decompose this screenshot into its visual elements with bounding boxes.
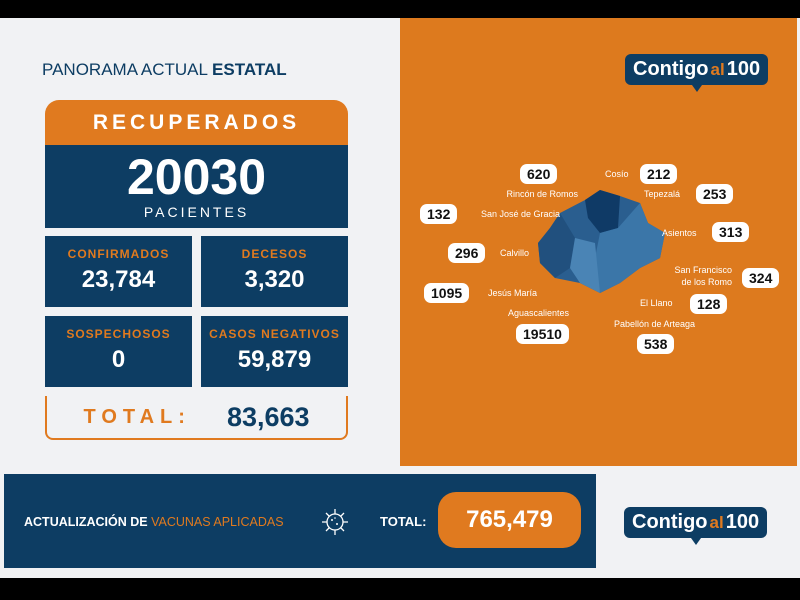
- vacunas-label: ACTUALIZACIÓN DE VACUNAS APLICADAS: [24, 514, 284, 530]
- municipio-value: 132: [420, 204, 458, 224]
- total-label: TOTAL:: [83, 405, 191, 428]
- stat-label: CASOS NEGATIVOS: [209, 327, 340, 341]
- municipio-value: 253: [696, 184, 734, 204]
- state-map: [538, 190, 665, 293]
- municipio-label: Jesús María: [488, 288, 538, 298]
- contigo-logo: Contigo al 100: [625, 54, 769, 92]
- title-bold: ESTATAL: [212, 60, 287, 79]
- municipio-value: 296: [448, 243, 486, 263]
- municipio-label: Asientos: [662, 228, 697, 238]
- municipio-value: 1095: [424, 283, 470, 303]
- municipio-value: 538: [637, 334, 675, 354]
- stat-value: 59,879: [237, 346, 312, 373]
- vacunas-total-value: 765,479: [438, 492, 581, 548]
- municipio-label: San Francisco de los Romo: [674, 265, 732, 287]
- municipio-label: Aguascalientes: [508, 308, 570, 318]
- municipio-value: 324: [742, 268, 780, 288]
- logo-text: 100: [725, 511, 760, 533]
- virus-icon: [322, 509, 348, 535]
- municipio-label: Rincón de Romos: [506, 189, 578, 199]
- map-panel: Contigo al 100 620 Rincón de Romos Cosío 2…: [400, 18, 797, 466]
- recuperados-card: RECUPERADOS 20030 PACIENTES: [45, 100, 348, 228]
- vacunas-label-light: VACUNAS APLICADAS: [151, 515, 284, 529]
- recuperados-value: 20030: [126, 149, 267, 205]
- municipio-value: 212: [640, 164, 678, 184]
- logo-text: Contigo: [632, 511, 708, 533]
- sospechosos-card: SOSPECHOSOS 0: [45, 316, 192, 387]
- municipio-value: 313: [712, 222, 750, 242]
- logo-text: Contigo: [633, 58, 709, 80]
- stat-label: DECESOS: [241, 247, 308, 261]
- page: PANORAMA ACTUAL ESTATAL RECUPERADOS 2003…: [0, 18, 800, 578]
- municipio-label: Cosío: [605, 169, 629, 179]
- contigo-logo-bottom: Contigo al 100: [624, 507, 768, 545]
- stat-label: CONFIRMADOS: [67, 247, 170, 261]
- vacunas-bar: ACTUALIZACIÓN DE VACUNAS APLICADAS TOTAL…: [4, 474, 596, 568]
- municipio-label: Calvillo: [500, 248, 530, 258]
- title-regular: PANORAMA ACTUAL: [42, 60, 213, 79]
- page-title: PANORAMA ACTUAL ESTATAL: [42, 60, 287, 80]
- recuperados-label: RECUPERADOS: [45, 100, 348, 145]
- municipio-value: 128: [690, 294, 728, 314]
- vacunas-total-label: TOTAL:: [380, 514, 427, 529]
- negativos-card: CASOS NEGATIVOS 59,879: [201, 316, 348, 387]
- recuperados-unit: PACIENTES: [143, 204, 250, 220]
- municipio-label: San José de Gracia: [480, 209, 560, 219]
- logo-text: al: [709, 513, 724, 532]
- total-box: TOTAL: 83,663: [45, 396, 348, 440]
- stat-label: SOSPECHOSOS: [66, 327, 171, 341]
- municipio-label: Pabellón de Arteaga: [614, 319, 696, 329]
- municipio-label: El Llano: [640, 298, 673, 308]
- stat-value: 23,784: [81, 266, 156, 293]
- total-value: 83,663: [226, 401, 310, 432]
- logo-text: al: [710, 60, 725, 79]
- logo-text: 100: [726, 58, 761, 80]
- decesos-card: DECESOS 3,320: [201, 236, 348, 307]
- confirmados-card: CONFIRMADOS 23,784: [45, 236, 192, 307]
- stat-value: 0: [111, 346, 126, 373]
- municipio-value: 19510: [516, 324, 569, 344]
- vacunas-label-bold: ACTUALIZACIÓN DE: [24, 515, 152, 529]
- municipio-label: Tepezalá: [644, 189, 681, 199]
- stat-value: 3,320: [244, 266, 305, 293]
- municipio-value: 620: [520, 164, 558, 184]
